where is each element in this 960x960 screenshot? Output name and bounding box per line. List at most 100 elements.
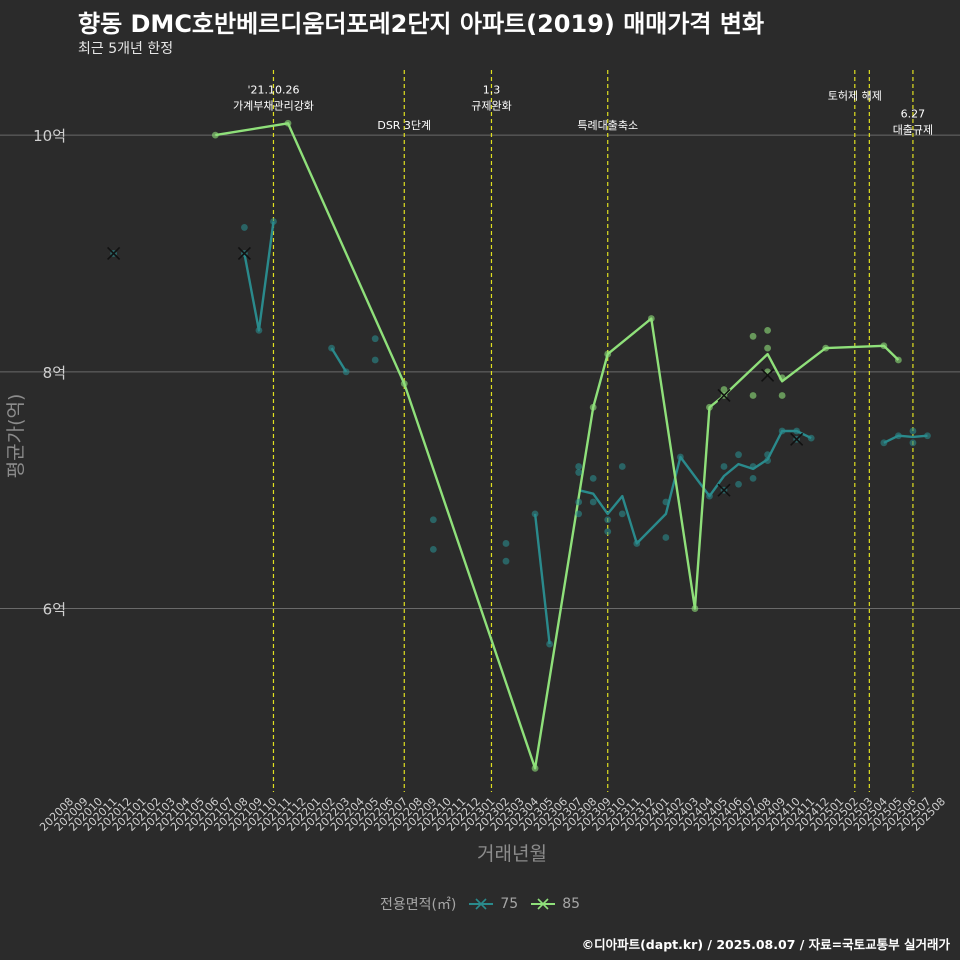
x-axis-title: 거래년월 xyxy=(477,843,547,865)
series-75-point xyxy=(633,540,641,547)
series-85-point xyxy=(822,344,830,352)
series-75-point xyxy=(255,326,263,334)
series-75-point xyxy=(807,434,815,442)
series-85-point xyxy=(531,764,539,772)
series-75-point xyxy=(531,510,539,518)
y-tick-label: 8억 xyxy=(43,364,66,382)
event-label: 가계부채관리강화 xyxy=(233,100,314,113)
series-75-line xyxy=(533,513,551,645)
chart-subtitle: 최근 5개년 한정 xyxy=(78,41,174,57)
series-85-point xyxy=(764,326,771,334)
series-75-point xyxy=(589,498,597,506)
series-75-line xyxy=(578,429,812,545)
source-caption: ©디아파트(dapt.kr) / 2025.08.07 / 자료=국토교통부 실… xyxy=(581,937,950,952)
legend-item-85: 85 xyxy=(530,896,580,912)
series-75-point xyxy=(749,474,757,482)
legend-label-85: 85 xyxy=(562,896,581,912)
series-75-point xyxy=(662,534,670,541)
series-75-point xyxy=(909,427,917,435)
series-85-point xyxy=(706,403,713,411)
series-75-point xyxy=(342,368,350,376)
series-85-point xyxy=(749,332,757,340)
series-75-line xyxy=(330,347,348,373)
event-label: 토허제 해제 xyxy=(828,89,882,103)
chart-title: 향동 DMC호반베르디움더포레2단지 아파트(2019) 매매가격 변화 xyxy=(78,10,765,38)
series-75-point xyxy=(546,640,553,648)
series-75-point xyxy=(749,463,757,470)
series-75-point xyxy=(575,469,583,476)
series-75-point xyxy=(575,510,583,518)
series-75-point xyxy=(241,224,248,231)
series-75-mean-marker xyxy=(790,432,804,446)
series-85-line xyxy=(215,122,900,770)
event-lines xyxy=(272,70,914,792)
series-75-mean-marker xyxy=(237,246,251,261)
series-75-point xyxy=(604,516,612,524)
series-75-point xyxy=(735,480,742,488)
legend: 전용면적(㎡) 75 85 xyxy=(0,894,960,914)
series-75-point xyxy=(720,463,728,470)
series-75-point xyxy=(924,432,931,440)
series-75-line xyxy=(883,434,928,444)
series-85-point xyxy=(895,356,902,364)
series-85-point xyxy=(647,315,655,322)
series-75-point xyxy=(371,335,379,343)
series-85-point xyxy=(691,605,699,612)
series-75-point xyxy=(909,439,917,447)
series-75-point xyxy=(778,427,786,435)
legend-item-75: 75 xyxy=(468,896,518,912)
y-tick-labels: 6억 8억 10억 xyxy=(33,127,66,618)
y-tick-label: 10억 xyxy=(33,127,66,145)
y-axis-title: 평균가(억) xyxy=(5,394,27,479)
series-85-point xyxy=(604,350,612,358)
series-75-point xyxy=(270,218,277,225)
series-85-mean-marker xyxy=(717,388,731,403)
series-75-point xyxy=(328,344,335,352)
series-75-point xyxy=(371,356,379,364)
event-label: 규제완화 xyxy=(471,100,511,113)
y-tick-label: 6억 xyxy=(43,601,66,619)
series-lines xyxy=(215,122,928,770)
series-85-point xyxy=(778,374,786,382)
series-75-point xyxy=(764,457,771,464)
series-75-point xyxy=(618,510,626,518)
series-85-point xyxy=(749,392,757,399)
series-75-point xyxy=(793,427,801,435)
series-75-point xyxy=(880,439,888,447)
series-85-point xyxy=(778,392,786,399)
series-85-point xyxy=(400,380,408,388)
grid-layer xyxy=(0,134,960,610)
legend-title: 전용면적(㎡) xyxy=(379,897,457,913)
series-75-point xyxy=(575,463,583,470)
series-75-point xyxy=(575,498,583,506)
event-label: 1.3 xyxy=(483,84,501,97)
event-label: 특례대출축소 xyxy=(577,119,638,132)
legend-label-75: 75 xyxy=(500,896,519,912)
series-85-point xyxy=(211,131,219,139)
series-75-mean-marker xyxy=(107,246,121,261)
series-85-point xyxy=(764,344,771,352)
series-75-point xyxy=(764,451,771,459)
series-85-point xyxy=(764,368,771,376)
series-85-point xyxy=(284,119,292,127)
series-75-line xyxy=(243,221,275,332)
series-75-point xyxy=(589,474,597,482)
event-label: 6.27 xyxy=(901,107,926,120)
event-label: '21.10.26 xyxy=(247,84,299,97)
series-75-mean-marker xyxy=(717,483,731,497)
series-85-point xyxy=(880,342,888,350)
series-75-point xyxy=(735,451,742,459)
series-75-point xyxy=(502,540,510,547)
series-75-point xyxy=(429,545,437,553)
legend-swatch-75-icon xyxy=(469,898,494,910)
transaction-points xyxy=(110,119,931,772)
x-tick-labels: 2020082020092020102020112020122021012021… xyxy=(37,795,948,834)
series-75-point xyxy=(604,528,612,536)
series-75-point xyxy=(429,516,437,524)
series-85-point xyxy=(720,386,728,393)
legend-swatch-85-icon xyxy=(531,898,556,910)
event-label: 대출규제 xyxy=(893,123,933,136)
series-75-point xyxy=(662,498,670,506)
series-75-point xyxy=(677,453,684,461)
